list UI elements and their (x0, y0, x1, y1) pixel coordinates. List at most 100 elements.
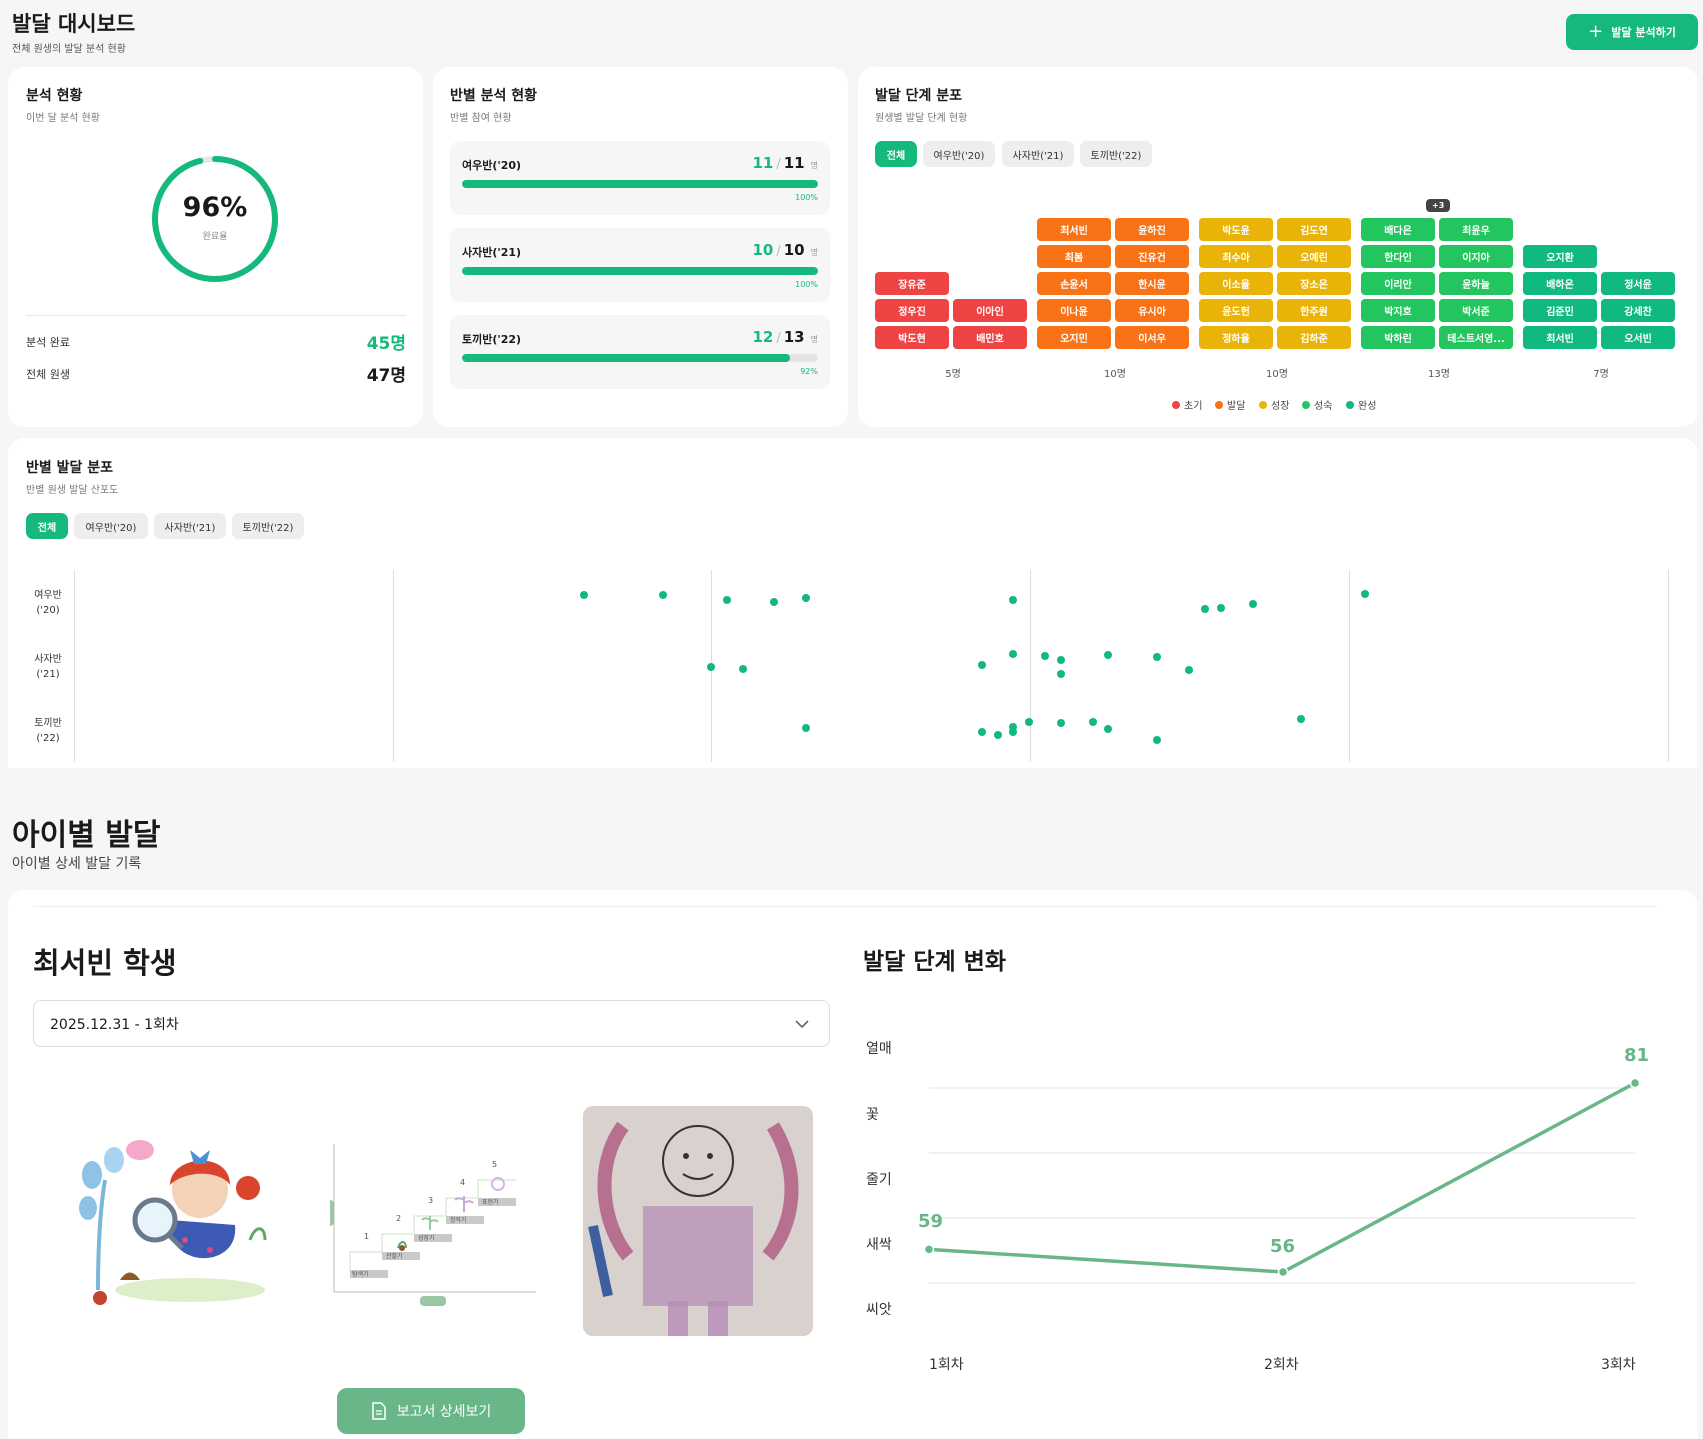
student-tag[interactable]: 오예린 (1277, 245, 1351, 268)
student-tag[interactable]: 윤도헌 (1199, 299, 1273, 322)
student-tag[interactable]: 김준민 (1523, 299, 1597, 322)
scatter-point[interactable] (1201, 605, 1209, 613)
stair-word: 표현기 (482, 1199, 499, 1206)
student-tag[interactable]: 한주원 (1277, 299, 1351, 322)
student-tag[interactable]: 박하린 (1361, 326, 1435, 349)
scatter-point[interactable] (1057, 656, 1065, 664)
student-tag[interactable]: 배다온 (1361, 218, 1435, 241)
student-tag[interactable]: 오지환 (1523, 245, 1597, 268)
scatter-point[interactable] (739, 665, 747, 673)
student-tag[interactable]: 박지호 (1361, 299, 1435, 322)
student-tag[interactable]: 김하준 (1277, 326, 1351, 349)
student-tag[interactable]: 오지민 (1037, 326, 1111, 349)
scatter-filter-fox[interactable]: 여우반('20) (74, 513, 148, 539)
progress-bar (462, 354, 818, 362)
scatter-point[interactable] (1057, 670, 1065, 678)
student-tag[interactable]: 장유준 (875, 272, 949, 295)
scatter-filter-all[interactable]: 전체 (26, 513, 68, 539)
student-tag[interactable]: 최봄 (1037, 245, 1111, 268)
scatter-point[interactable] (1025, 718, 1033, 726)
student-tag[interactable]: 강세찬 (1601, 299, 1675, 322)
student-tag[interactable]: 이서우 (1115, 326, 1189, 349)
student-tag[interactable]: 이지아 (1439, 245, 1513, 268)
stage-column-count: 10명 (1266, 369, 1288, 380)
student-tag[interactable]: 박서준 (1439, 299, 1513, 322)
class-analysis-title: 반별 분석 현황 (450, 88, 538, 104)
scatter-point[interactable] (1009, 723, 1017, 731)
scatter-point[interactable] (978, 661, 986, 669)
student-tag[interactable]: 한시윤 (1115, 272, 1189, 295)
scatter-subtitle: 반별 원생 발달 산포도 (26, 485, 119, 496)
student-tag[interactable]: 최서빈 (1523, 326, 1597, 349)
student-tag[interactable]: 이아인 (953, 299, 1027, 322)
student-tag[interactable]: 오서빈 (1601, 326, 1675, 349)
class-analysis-subtitle: 반별 참여 현황 (450, 113, 512, 124)
student-tag[interactable]: 정서윤 (1601, 272, 1675, 295)
scatter-point[interactable] (1057, 719, 1065, 727)
student-tag[interactable]: 윤하진 (1115, 218, 1189, 241)
student-tag[interactable]: 유시아 (1115, 299, 1189, 322)
class-progress-item: 여우반('20) 11/11 명 100% (450, 141, 830, 215)
student-tag[interactable]: 박도윤 (1199, 218, 1273, 241)
scatter-point[interactable] (978, 728, 986, 736)
scatter-point[interactable] (1009, 728, 1017, 736)
stair-number: 5 (492, 1160, 498, 1169)
student-tag[interactable]: 배민호 (953, 326, 1027, 349)
stair-word: 성장기 (418, 1235, 435, 1242)
scatter-filter-rabbit[interactable]: 토끼반('22) (232, 513, 304, 539)
scatter-point[interactable] (1009, 596, 1017, 604)
student-tag[interactable]: 최수아 (1199, 245, 1273, 268)
scatter-point[interactable] (1009, 650, 1017, 658)
student-tag[interactable]: 장소은 (1277, 272, 1351, 295)
growth-stairs-illustration: 1 2 3 4 5 탐색기 관찰기 성장기 창작기 표현기 (324, 1140, 540, 1310)
student-tag[interactable]: 윤하늘 (1439, 272, 1513, 295)
student-tag[interactable]: 진유건 (1115, 245, 1189, 268)
class-count: 10/10 명 (752, 241, 818, 259)
stage-filter-rabbit[interactable]: 토끼반('22) (1080, 141, 1152, 167)
scatter-point[interactable] (1089, 718, 1097, 726)
student-tag[interactable]: 최윤우 (1439, 218, 1513, 241)
scatter-point[interactable] (1153, 736, 1161, 744)
scatter-point[interactable] (1041, 652, 1049, 660)
stair-number: 3 (428, 1196, 434, 1205)
scatter-point[interactable] (770, 598, 778, 606)
scatter-filter-lion[interactable]: 사자반('21) (154, 513, 226, 539)
session-select[interactable]: 2025.12.31 - 1회차 (33, 1000, 830, 1047)
scatter-point[interactable] (580, 591, 588, 599)
student-tag[interactable]: 박도현 (875, 326, 949, 349)
student-tag[interactable]: 정하율 (1199, 326, 1273, 349)
scatter-point[interactable] (802, 724, 810, 732)
student-tag[interactable]: 최서빈 (1037, 218, 1111, 241)
scatter-point[interactable] (1217, 604, 1225, 612)
stage-filter-lion[interactable]: 사자반('21) (1002, 141, 1074, 167)
stage-filter-fox[interactable]: 여우반('20) (923, 141, 995, 167)
student-tag[interactable]: 이리안 (1361, 272, 1435, 295)
add-analysis-button[interactable]: + 발달 분석하기 (1566, 14, 1698, 50)
student-tag[interactable]: 김도연 (1277, 218, 1351, 241)
scatter-point[interactable] (1153, 653, 1161, 661)
student-tag[interactable]: 손윤서 (1037, 272, 1111, 295)
student-tag[interactable]: 이소율 (1199, 272, 1273, 295)
report-detail-button[interactable]: 보고서 상세보기 (337, 1388, 525, 1434)
scatter-point[interactable] (659, 591, 667, 599)
add-analysis-label: 발달 분석하기 (1611, 26, 1676, 39)
scatter-point[interactable] (802, 594, 810, 602)
scatter-point[interactable] (1104, 725, 1112, 733)
student-tag[interactable]: 배하온 (1523, 272, 1597, 295)
stair-number: 4 (460, 1178, 466, 1187)
more-badge[interactable]: +3 (1426, 199, 1451, 212)
student-tag[interactable]: 테스트서영... (1439, 326, 1513, 349)
scatter-point[interactable] (1104, 651, 1112, 659)
scatter-point[interactable] (723, 596, 731, 604)
student-tag[interactable]: 이나윤 (1037, 299, 1111, 322)
scatter-point[interactable] (707, 663, 715, 671)
stage-filter-all[interactable]: 전체 (875, 141, 917, 167)
scatter-point[interactable] (994, 731, 1002, 739)
scatter-point[interactable] (1249, 600, 1257, 608)
scatter-point[interactable] (1185, 666, 1193, 674)
scatter-point[interactable] (1297, 715, 1305, 723)
scatter-title: 반별 발달 분포 (26, 460, 114, 476)
student-tag[interactable]: 한다인 (1361, 245, 1435, 268)
scatter-point[interactable] (1361, 590, 1369, 598)
student-tag[interactable]: 정우진 (875, 299, 949, 322)
